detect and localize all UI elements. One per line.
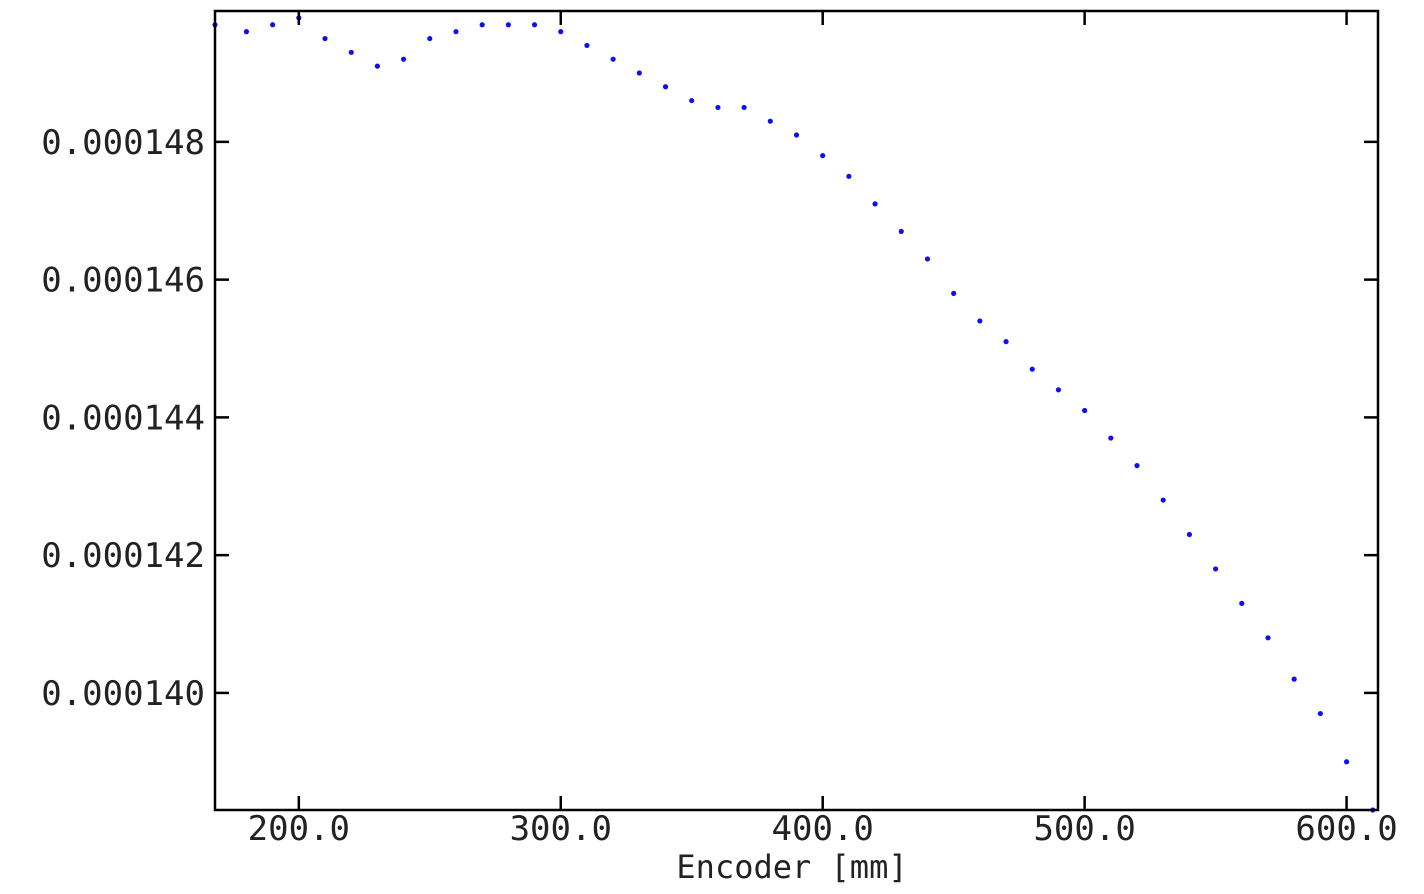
data-point (531, 22, 538, 28)
data-point (662, 84, 669, 90)
data-point (1003, 339, 1009, 345)
x-tick-label: 400.0 (772, 809, 874, 849)
data-point (636, 70, 642, 76)
data-point (846, 173, 852, 179)
tick-labels: 200.0 300.0 400.0 500.0 600.0 0.000140 0.00014… (41, 123, 1398, 849)
data-point (1055, 387, 1062, 393)
data-point (243, 29, 250, 35)
data-point (1186, 531, 1193, 538)
data-point (427, 35, 433, 42)
data-point (1082, 407, 1088, 414)
data-point (505, 22, 511, 28)
data-point (1343, 759, 1350, 765)
data-point (1029, 366, 1035, 372)
data-point (558, 29, 564, 35)
data-point (400, 56, 407, 62)
data-point (1291, 676, 1297, 682)
data-point (977, 318, 983, 324)
data-point (610, 56, 616, 62)
data-point (1108, 435, 1114, 441)
data-point (270, 22, 276, 28)
data-point (767, 118, 773, 124)
data-point (453, 29, 459, 35)
x-tick-label: 600.0 (1295, 809, 1397, 849)
data-point (741, 104, 747, 111)
data-point (951, 290, 957, 297)
data-point (1213, 566, 1219, 572)
data-point (1317, 710, 1323, 717)
data-point (348, 49, 354, 55)
data-point (924, 256, 931, 262)
data-point (793, 132, 800, 138)
data-point (584, 42, 590, 49)
data-point (820, 153, 826, 159)
data-point (898, 228, 904, 235)
data-point (872, 201, 878, 207)
data-point (374, 63, 380, 69)
y-tick-label: 0.000140 (41, 674, 205, 714)
x-tick-label: 500.0 (1033, 809, 1135, 849)
data-point (1239, 600, 1245, 606)
y-tick-label: 0.000142 (41, 536, 205, 576)
data-point (479, 22, 485, 28)
data-point (689, 97, 695, 104)
data-point (1134, 463, 1140, 469)
plot-background (215, 11, 1378, 810)
x-axis-label: Encoder [mm] (676, 848, 907, 886)
axis-ticks (215, 11, 1378, 810)
plot-frame (213, 9, 1380, 812)
y-tick-label: 0.000148 (41, 123, 205, 163)
data-point (1160, 497, 1166, 503)
data-point (322, 35, 328, 42)
data-point (1265, 635, 1271, 641)
y-tick-label: 0.000146 (41, 261, 205, 301)
data-point (715, 104, 721, 111)
x-tick-label: 300.0 (510, 809, 612, 849)
y-tick-label: 0.000144 (41, 398, 205, 438)
x-tick-label: 200.0 (248, 809, 350, 849)
